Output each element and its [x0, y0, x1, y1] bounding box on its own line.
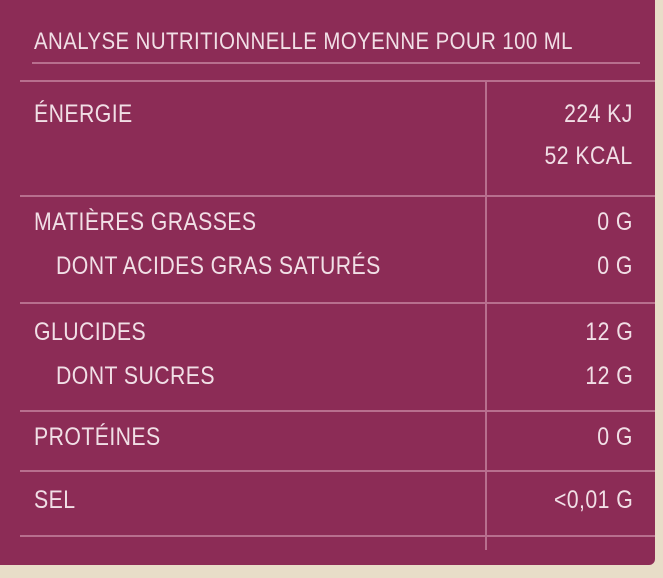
title-underline — [32, 62, 640, 64]
row-label: SEL — [34, 486, 76, 514]
row-label: MATIÈRES GRASSES — [34, 208, 257, 236]
row-separator — [20, 195, 655, 197]
row-value: 52 KCAL — [544, 142, 633, 170]
row-separator — [20, 410, 655, 412]
row-value: 0 G — [597, 423, 633, 451]
column-divider — [485, 80, 487, 550]
row-label: ÉNERGIE — [34, 100, 133, 128]
row-separator — [20, 535, 655, 537]
row-value: 12 G — [585, 362, 633, 390]
row-separator — [20, 302, 655, 304]
row-label: GLUCIDES — [34, 318, 147, 346]
row-value: <0,01 G — [553, 486, 633, 514]
row-separator — [20, 470, 655, 472]
row-label: DONT SUCRES — [56, 362, 215, 390]
row-value: 224 KJ — [564, 100, 633, 128]
label-title: ANALYSE NUTRITIONNELLE MOYENNE POUR 100 … — [34, 28, 573, 55]
row-label: PROTÉINES — [34, 423, 161, 451]
row-value: 0 G — [597, 208, 633, 236]
nutrition-label: ANALYSE NUTRITIONNELLE MOYENNE POUR 100 … — [0, 0, 655, 565]
row-value: 0 G — [597, 252, 633, 280]
row-label: DONT ACIDES GRAS SATURÉS — [56, 252, 381, 280]
row-value: 12 G — [585, 318, 633, 346]
table-border — [20, 80, 655, 82]
